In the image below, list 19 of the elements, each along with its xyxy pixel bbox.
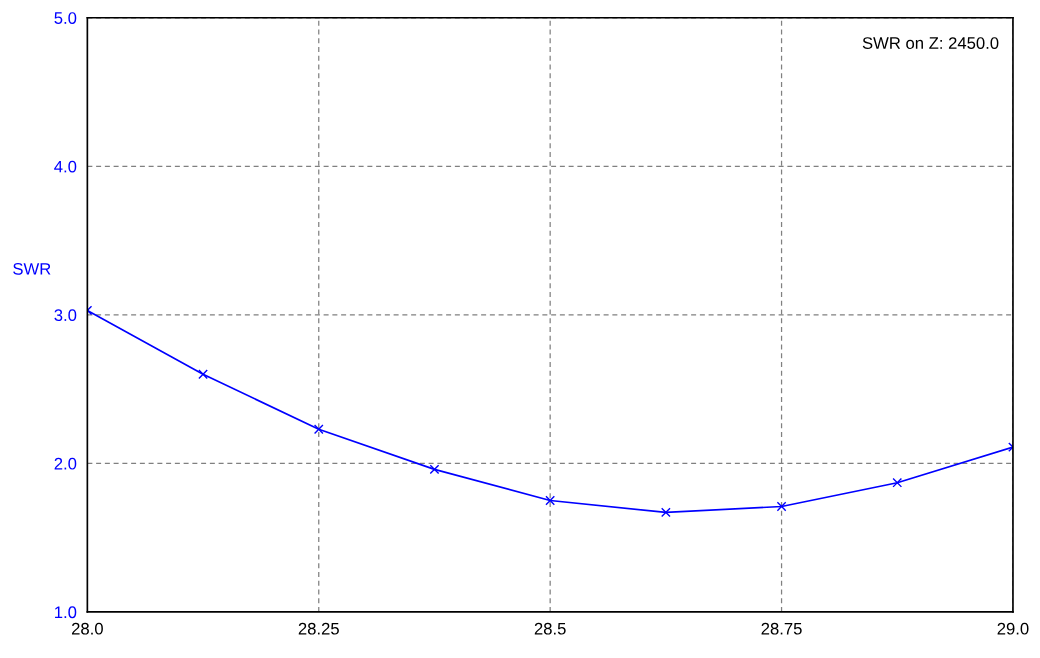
point xyxy=(892,477,903,488)
point xyxy=(776,501,787,512)
y-tick-label: 5.0 xyxy=(54,12,77,24)
point xyxy=(198,369,208,380)
point xyxy=(429,464,440,475)
y-tick-label: 4.0 xyxy=(54,160,77,173)
point xyxy=(545,495,556,506)
x-tick-label: 28.5 xyxy=(534,622,566,635)
y-tick-label: 2.0 xyxy=(54,457,77,470)
x-tick-label: 28.75 xyxy=(761,622,802,635)
y-axis-title: SWR xyxy=(13,262,51,275)
x-tick-label: 28.25 xyxy=(298,622,339,635)
x-tick-label: 28.0 xyxy=(71,622,103,635)
point xyxy=(313,424,324,435)
annotation: SWR on Z: 2450.0 xyxy=(862,37,999,49)
y-tick-label: 1.0 xyxy=(55,606,77,619)
y-tick-label: 3.0 xyxy=(54,309,77,322)
x-tick-label: 29.0 xyxy=(997,622,1029,635)
point xyxy=(660,507,671,518)
